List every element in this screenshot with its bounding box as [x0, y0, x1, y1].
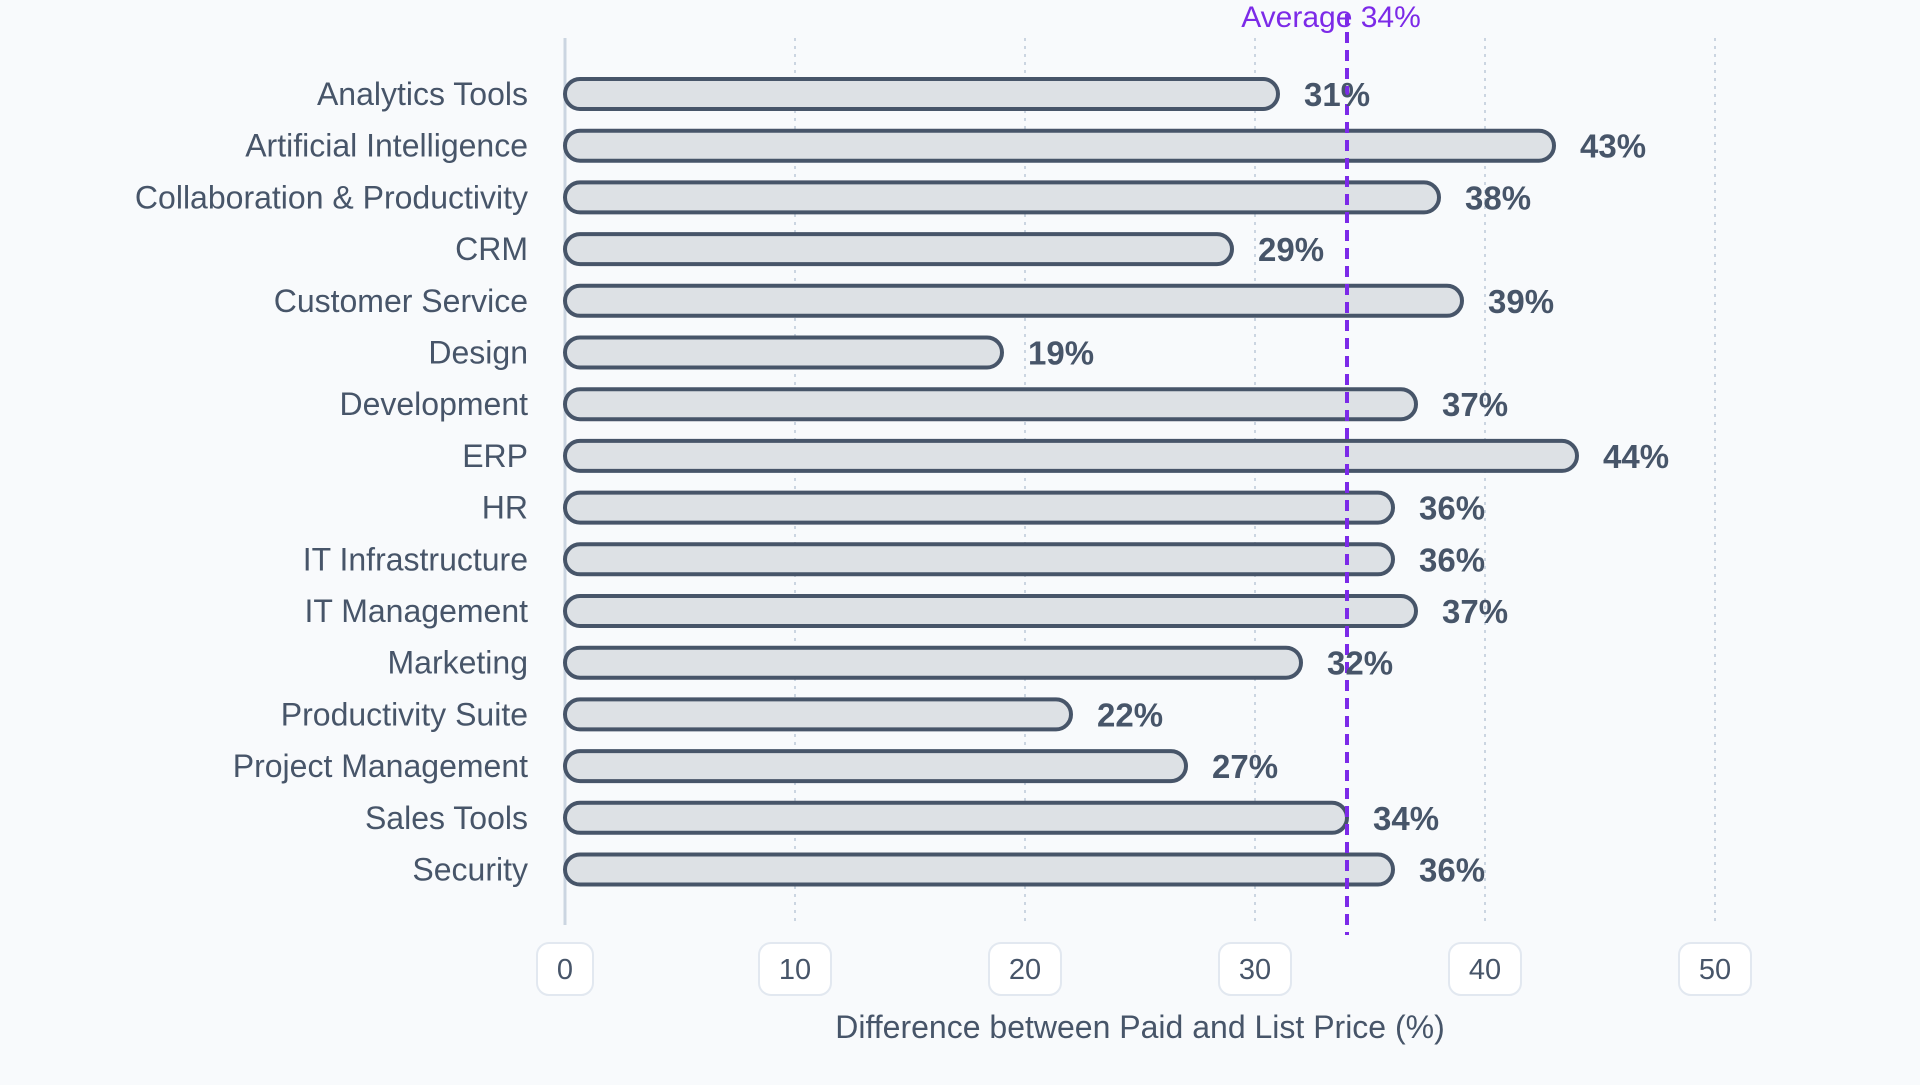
- bar-6: [563, 387, 1418, 422]
- x-tick-pill: [536, 942, 594, 996]
- category-label: IT Infrastructure: [303, 541, 528, 577]
- x-tick-30: 30: [1218, 942, 1292, 996]
- value-label: 39%: [1488, 283, 1554, 320]
- x-tick-40: 40: [1448, 942, 1522, 996]
- value-label: 37%: [1442, 386, 1508, 423]
- bar-0: [563, 77, 1280, 111]
- value-label: 22%: [1097, 696, 1163, 733]
- category-label: Analytics Tools: [317, 76, 528, 112]
- bar-1: [563, 128, 1556, 163]
- category-label: Artificial Intelligence: [245, 128, 528, 164]
- x-tick-pill: [1448, 942, 1522, 996]
- value-label: 38%: [1465, 179, 1531, 216]
- x-axis-ticks: 0 10 20 30 40 50: [536, 942, 1752, 996]
- value-label: 29%: [1258, 231, 1324, 268]
- value-label: 36%: [1419, 541, 1485, 578]
- x-axis-title: Difference between Paid and List Price (…: [835, 1009, 1445, 1045]
- x-tick-50: 50: [1678, 942, 1752, 996]
- bar-9: [563, 542, 1395, 577]
- value-label: 36%: [1419, 490, 1485, 527]
- bar-2: [563, 180, 1441, 215]
- category-label: CRM: [455, 231, 528, 267]
- x-tick-pill: [1218, 942, 1292, 996]
- bar-3: [563, 232, 1234, 267]
- value-label: 19%: [1028, 335, 1094, 372]
- value-label: 44%: [1603, 438, 1669, 475]
- category-label: IT Management: [304, 593, 528, 629]
- category-label: Project Management: [233, 748, 528, 784]
- bar-15: [563, 852, 1395, 887]
- gridlines: [794, 38, 1716, 925]
- x-tick-0: 0: [536, 942, 594, 996]
- x-tick-label: 40: [1469, 954, 1501, 986]
- category-label: HR: [482, 490, 528, 526]
- value-label: 27%: [1212, 748, 1278, 785]
- x-tick-pill: [1678, 942, 1752, 996]
- bars: [563, 77, 1579, 887]
- value-label: 36%: [1419, 852, 1485, 889]
- category-label: Security: [412, 852, 528, 888]
- bar-13: [563, 749, 1188, 784]
- bar-7: [563, 438, 1579, 473]
- average-label: Average 34%: [1241, 1, 1421, 34]
- bar-11: [563, 645, 1303, 680]
- category-label: Sales Tools: [365, 800, 528, 836]
- bar-12: [563, 697, 1073, 732]
- value-label: 32%: [1327, 645, 1393, 682]
- category-labels: Analytics Tools Artificial Intelligence Co…: [135, 76, 528, 888]
- x-tick-20: 20: [988, 942, 1062, 996]
- value-labels: 31% 43% 38% 29% 39% 19% 37% 44% 36% 36% 37% 32% 22% 2…: [1028, 76, 1669, 889]
- x-tick-label: 20: [1009, 954, 1041, 986]
- x-tick-pill: [988, 942, 1062, 996]
- x-tick-label: 30: [1239, 954, 1271, 986]
- category-label: Development: [339, 386, 528, 422]
- x-tick-label: 0: [557, 954, 573, 986]
- bar-14: [563, 800, 1349, 835]
- average-reference: Average 34%: [1241, 1, 1421, 935]
- value-label: 31%: [1304, 76, 1370, 113]
- category-label: ERP: [462, 438, 528, 474]
- category-label: Productivity Suite: [281, 696, 528, 732]
- bar-10: [563, 594, 1418, 628]
- bar-5: [563, 335, 1004, 370]
- x-tick-10: 10: [758, 942, 832, 996]
- value-label: 43%: [1580, 128, 1646, 165]
- x-tick-label: 50: [1699, 954, 1731, 986]
- x-tick-label: 10: [779, 954, 811, 986]
- category-label: Design: [428, 335, 528, 371]
- category-label: Collaboration & Productivity: [135, 179, 528, 215]
- x-tick-pill: [758, 942, 832, 996]
- value-label: 34%: [1373, 800, 1439, 837]
- bar-8: [563, 490, 1395, 525]
- category-label: Marketing: [388, 645, 529, 681]
- category-label: Customer Service: [274, 283, 528, 319]
- value-label: 37%: [1442, 593, 1508, 630]
- bar-4: [563, 283, 1464, 318]
